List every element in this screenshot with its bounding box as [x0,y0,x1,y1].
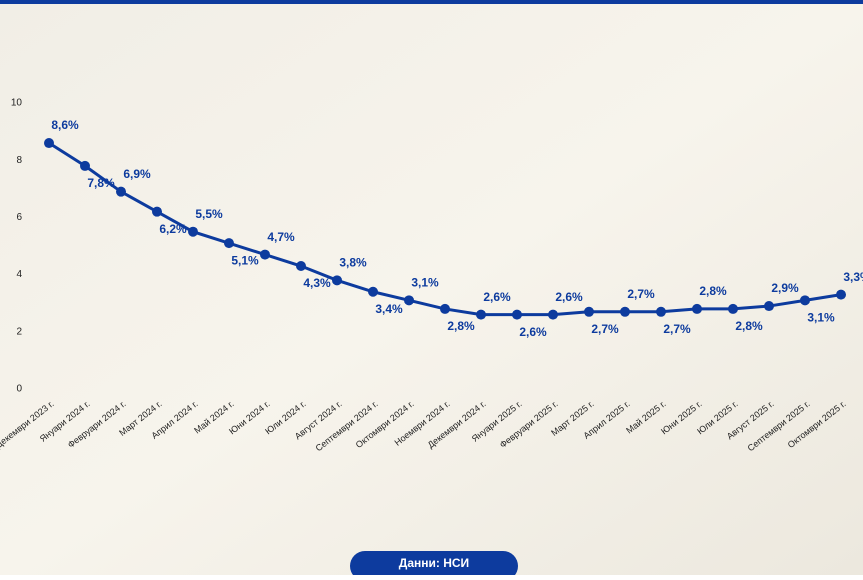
data-label: 4,3% [303,276,331,290]
point [404,295,414,306]
point [440,303,450,314]
point [620,306,630,317]
data-label: 3,1% [807,311,835,325]
y-tick-label: 10 [11,98,23,109]
point [656,306,666,317]
data-label: 2,7% [663,322,691,336]
data-label: 2,6% [555,290,583,304]
point [368,286,378,297]
data-label: 4,7% [267,230,295,244]
point [800,295,810,306]
data-label: 3,1% [411,276,439,290]
data-label: 2,8% [699,284,727,298]
data-label: 2,9% [771,281,799,295]
top-bar [0,0,863,4]
y-tick-label: 0 [16,384,22,395]
y-tick-label: 6 [16,212,22,223]
point [476,309,486,320]
data-label: 2,6% [519,325,547,339]
data-label: 3,3% [843,270,863,284]
point [224,238,234,249]
source-pill [350,551,518,580]
point [728,303,738,314]
data-label: 7,8% [87,176,115,190]
data-label: 8,6% [51,118,79,132]
point [116,186,126,197]
y-tick-label: 4 [16,269,22,280]
y-tick-label: 2 [16,326,22,337]
point [80,160,90,171]
data-label: 3,8% [339,255,367,269]
point [512,309,522,320]
data-label: 3,4% [375,302,403,316]
point [260,249,270,260]
data-label: 2,7% [591,322,619,336]
point [152,206,162,217]
data-label: 2,8% [447,319,475,333]
point [296,261,306,272]
data-label: 6,9% [123,167,151,181]
data-label: 2,7% [627,287,655,301]
y-tick-label: 8 [16,155,22,166]
point [836,289,846,300]
point [764,301,774,312]
source: Данни: НСИ [399,556,469,570]
point [692,303,702,314]
data-label: 2,6% [483,290,511,304]
data-label: 5,5% [195,207,223,221]
point [188,226,198,237]
data-label: 5,1% [231,253,259,267]
point [584,306,594,317]
point [44,138,54,149]
data-label: 6,2% [159,222,187,236]
data-label: 2,8% [735,319,763,333]
point [332,275,342,286]
point [548,309,558,320]
